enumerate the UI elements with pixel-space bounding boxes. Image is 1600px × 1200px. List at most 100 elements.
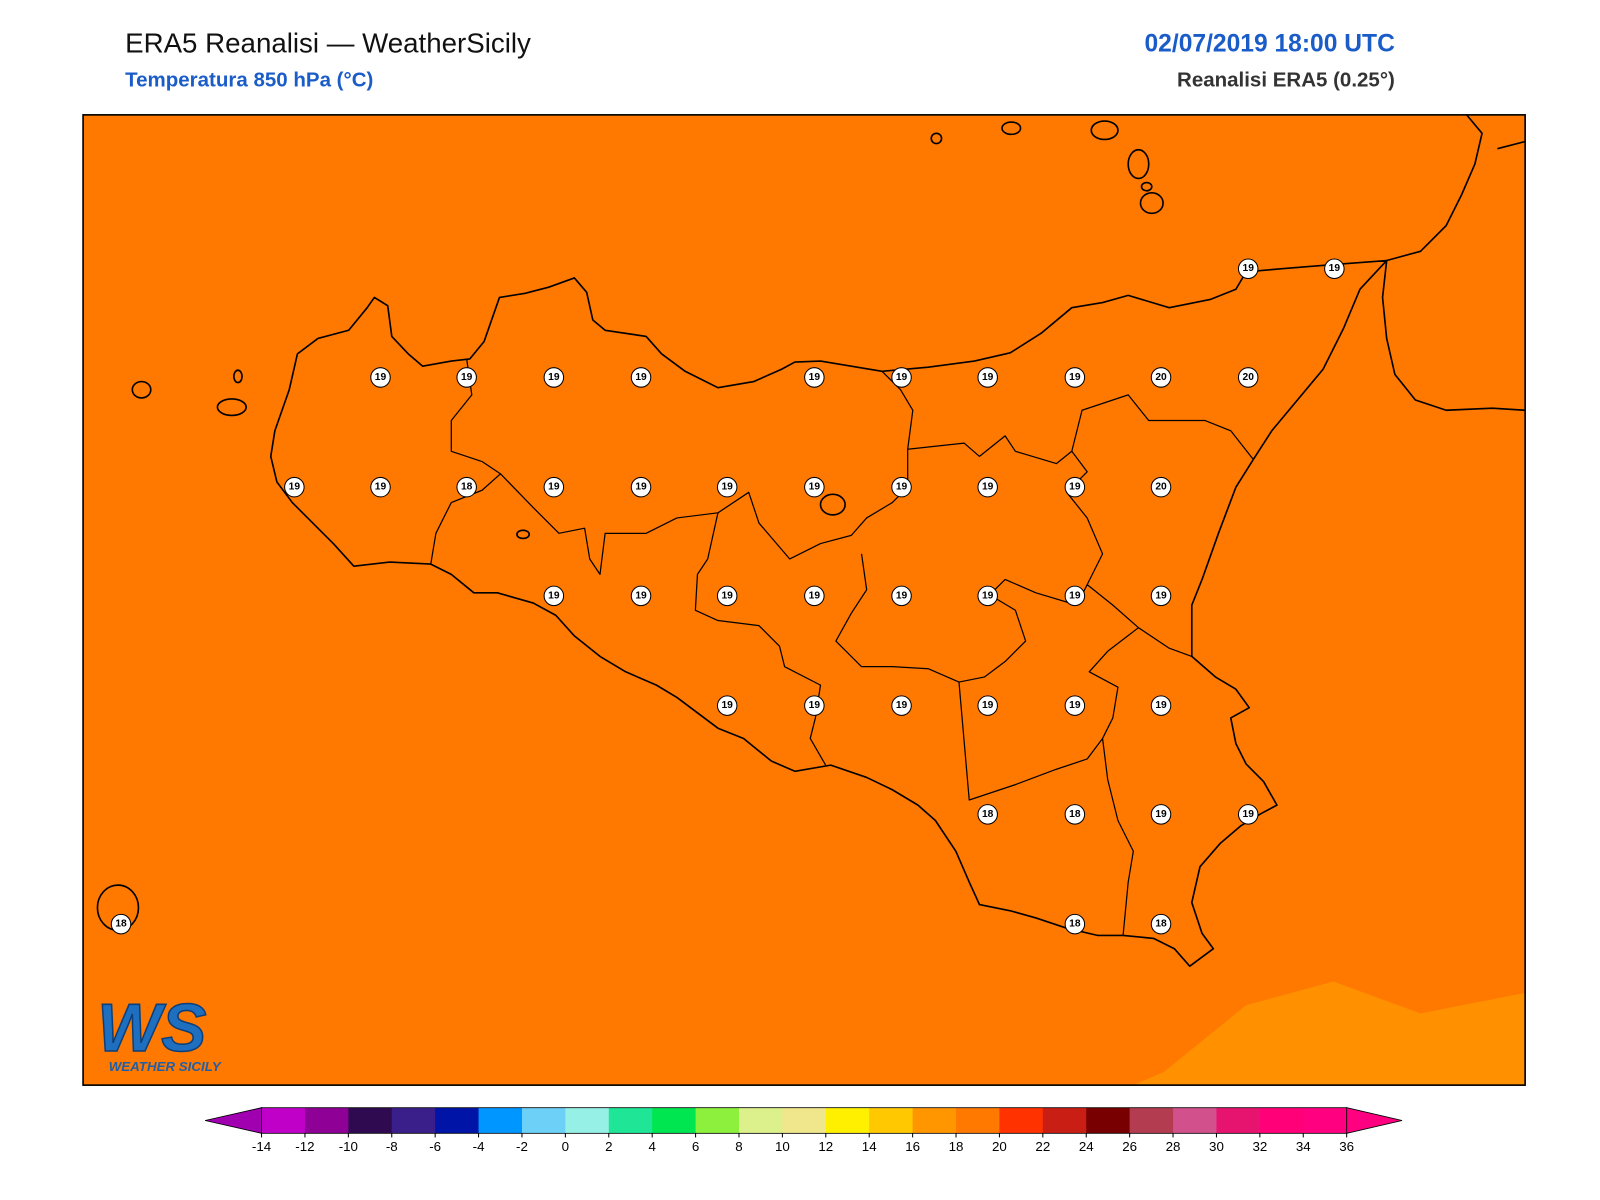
colorbar-box [782,1107,827,1134]
colorbar: -14 -12 -10 -8 -6 -4 -2 0 2 4 6 8 10 12 14 16 18 20 22 24 26… [205,1107,1403,1154]
station-marker [370,367,391,388]
station-marker [804,367,825,388]
colorbar-box [695,1107,740,1134]
station-value: 18 [982,809,994,820]
station-value: 19 [635,372,647,383]
colorbar-frame [261,1107,1348,1134]
colorbar-tick-label: -14 [252,1139,272,1154]
colorbar-tick-label: 10 [775,1139,790,1154]
colorbar-tick-label: 34 [1296,1139,1311,1154]
map: 19 19 19 19 19 19 19 19 19 19 20 20 19 19 18 19 19 19 19 19… [82,114,1526,1086]
station-marker [804,585,825,607]
station-marker [1150,585,1172,607]
colorbar-tick-label: -10 [339,1139,358,1154]
datetime: 02/07/2019 18:00 UTC [1144,31,1395,58]
station-value: 19 [1243,263,1255,274]
coastline-calabria [1381,114,1526,412]
station-marker [543,476,565,498]
station-marker [716,476,738,498]
station-value: 19 [461,372,473,383]
colorbar-tick-label: 30 [1209,1139,1224,1154]
station-value: 19 [1069,590,1081,601]
colorbar-tick-label: 16 [905,1139,920,1154]
station-marker [1150,804,1172,825]
station-value: 19 [375,482,387,493]
station-value: 19 [896,482,908,493]
station-marker [804,695,825,716]
station-value: 19 [721,482,733,493]
source: Reanalisi ERA5 (0.25°) [1177,69,1395,92]
title: ERA5 Reanalisi — WeatherSicily [125,28,531,59]
station-value: 19 [1155,590,1167,601]
station-value: 19 [1069,482,1081,493]
station-value: 19 [809,372,821,383]
station-value: 19 [809,700,821,711]
station-marker [630,476,652,498]
colorbar-box [1042,1107,1087,1134]
station-value: 19 [548,590,560,601]
colorbar-box [391,1107,436,1134]
province-borders [430,358,1254,936]
station-marker [1064,367,1086,388]
station-marker [1237,367,1259,388]
station-value: 20 [1243,372,1255,383]
station-marker [1064,585,1086,607]
station-marker [977,585,998,607]
logo-text: WEATHER SICILY [109,1059,222,1074]
station-marker [716,695,738,716]
station-value: 19 [721,590,733,601]
station-value: 20 [1155,482,1167,493]
station-value: 18 [115,919,127,930]
station-marker [1237,258,1259,279]
station-marker [1150,476,1172,498]
colorbar-box [912,1107,957,1134]
colorbar-box [1216,1107,1261,1134]
station-marker [977,695,998,716]
station-marker [977,367,998,388]
station-marker [284,476,305,498]
colorbar-tick-label: -8 [386,1139,398,1154]
station-marker [804,476,825,498]
colorbar-box [435,1107,480,1134]
station-value: 19 [721,700,733,711]
colorbar-tick-label: 0 [562,1139,569,1154]
station-value: 19 [1243,809,1255,820]
station-marker [1150,367,1172,388]
colorbar-tick-label: -4 [473,1139,485,1154]
colorbar-tick-label: -2 [516,1139,528,1154]
colorbar-box [565,1107,610,1134]
station-value: 18 [1155,919,1167,930]
colorbar-box [1173,1107,1217,1134]
colorbar-tick-label: 12 [818,1139,833,1154]
station-value: 19 [982,700,994,711]
station-value: 19 [1069,372,1081,383]
station-marker [1064,913,1086,935]
station-value: 19 [1155,700,1167,711]
station-value: 19 [896,700,908,711]
logo: WS WEATHER SICILY [97,990,222,1074]
station-value: 19 [982,590,994,601]
colorbar-box [825,1107,870,1134]
colorbar-tick-label: 8 [735,1139,742,1154]
colorbar-box [608,1107,653,1134]
colorbar-tick-label: 2 [605,1139,612,1154]
colorbar-box [1259,1107,1304,1134]
colorbar-tick-label: 36 [1339,1139,1354,1154]
station-marker [1064,695,1086,716]
map-frame [82,114,1526,1086]
station-marker [1064,804,1086,825]
station-value: 18 [1069,919,1081,930]
station-value: 19 [1069,700,1081,711]
colorbar-under [205,1107,262,1134]
colorbar-tick-label: 14 [862,1139,877,1154]
station-marker [370,476,391,498]
colorbar-box [348,1107,393,1134]
station-marker [1237,804,1259,825]
colorbar-tick-label: 18 [949,1139,964,1154]
logo-mark: WS [97,991,206,1066]
colorbar-tick-label: 32 [1252,1139,1267,1154]
station-marker [891,476,912,498]
colorbar-box [1086,1107,1131,1134]
